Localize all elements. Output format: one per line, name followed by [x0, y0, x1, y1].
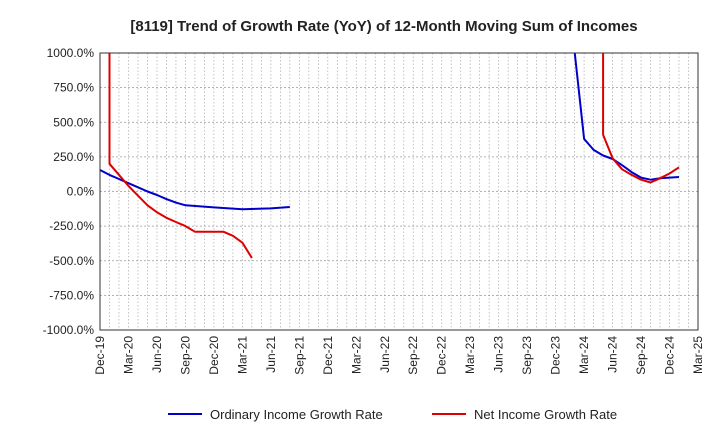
x-tick: Dec-20: [207, 336, 221, 375]
y-tick-label: -500.0%: [49, 254, 94, 268]
x-tick: Dec-19: [93, 336, 107, 375]
x-tick-label: Dec-21: [321, 336, 335, 375]
series-lines: [100, 53, 680, 259]
x-axis: Dec-19 Mar-20 Jun-20 Sep-20 Dec-20 Mar-21 Jun-…: [93, 336, 705, 375]
x-tick: Mar-25: [691, 336, 705, 374]
series-line-ordinary-income: [573, 53, 680, 181]
series-line-net-income: [602, 53, 680, 184]
x-tick-label: Jun-24: [606, 336, 620, 373]
x-tick: Dec-23: [549, 336, 563, 375]
x-tick: Mar-20: [121, 336, 135, 374]
x-tick-label: Sep-23: [520, 336, 534, 375]
x-tick-label: Sep-22: [406, 336, 420, 375]
x-tick: Dec-24: [663, 336, 677, 375]
x-tick-label: Jun-22: [378, 336, 392, 373]
x-tick-label: Dec-19: [93, 336, 107, 375]
plot-frame: [99, 52, 699, 331]
x-tick-label: Mar-23: [463, 336, 477, 374]
y-tick-label: 0.0%: [67, 185, 95, 199]
x-tick-label: Mar-22: [349, 336, 363, 374]
x-tick: Dec-21: [321, 336, 335, 375]
x-tick-label: Dec-24: [663, 336, 677, 375]
x-tick: Sep-20: [178, 336, 192, 375]
x-tick: Mar-23: [463, 336, 477, 374]
x-tick-label: Mar-25: [691, 336, 705, 374]
y-tick-label: 500.0%: [53, 115, 94, 129]
x-tick-label: Jun-23: [492, 336, 506, 373]
x-tick-label: Dec-20: [207, 336, 221, 375]
x-tick: Jun-20: [150, 336, 164, 373]
x-tick: Mar-21: [235, 336, 249, 374]
x-tick-label: Mar-24: [577, 336, 591, 374]
y-tick-label: -250.0%: [49, 219, 94, 233]
x-tick: Jun-21: [264, 336, 278, 373]
y-axis: 1000.0% 750.0% 500.0% 250.0% 0.0% -250.0% -500…: [43, 46, 95, 337]
x-tick: Sep-22: [406, 336, 420, 375]
x-tick-label: Dec-22: [435, 336, 449, 375]
x-tick: Jun-24: [606, 336, 620, 373]
x-tick: Dec-22: [435, 336, 449, 375]
y-tick-label: 250.0%: [53, 150, 94, 164]
series-line-ordinary-income: [100, 169, 290, 211]
x-tick-label: Sep-21: [292, 336, 306, 375]
x-tick: Mar-22: [349, 336, 363, 374]
x-tick-label: Sep-24: [634, 336, 648, 375]
x-tick-label: Sep-20: [178, 336, 192, 375]
x-tick-label: Jun-20: [150, 336, 164, 373]
legend: Ordinary Income Growth Rate Net Income Gr…: [168, 407, 617, 422]
x-tick-label: Jun-21: [264, 336, 278, 373]
y-tick-label: 750.0%: [53, 81, 94, 95]
y-tick-label: -1000.0%: [43, 323, 95, 337]
grid: [100, 52, 698, 331]
x-tick-label: Mar-21: [235, 336, 249, 374]
x-tick: Sep-24: [634, 336, 648, 375]
y-tick-label: -750.0%: [49, 288, 94, 302]
x-tick-label: Mar-20: [121, 336, 135, 374]
y-tick-label: 1000.0%: [47, 46, 95, 60]
legend-label: Net Income Growth Rate: [474, 407, 617, 422]
x-tick: Sep-21: [292, 336, 306, 375]
series-line-net-income: [108, 53, 253, 259]
chart-title: [8119] Trend of Growth Rate (YoY) of 12-…: [130, 18, 637, 35]
legend-label: Ordinary Income Growth Rate: [210, 407, 383, 422]
x-tick: Mar-24: [577, 336, 591, 374]
x-tick-label: Dec-23: [549, 336, 563, 375]
x-tick: Sep-23: [520, 336, 534, 375]
x-tick: Jun-23: [492, 336, 506, 373]
x-tick: Jun-22: [378, 336, 392, 373]
